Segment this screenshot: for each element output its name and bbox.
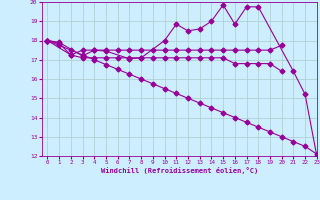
X-axis label: Windchill (Refroidissement éolien,°C): Windchill (Refroidissement éolien,°C) <box>100 167 258 174</box>
